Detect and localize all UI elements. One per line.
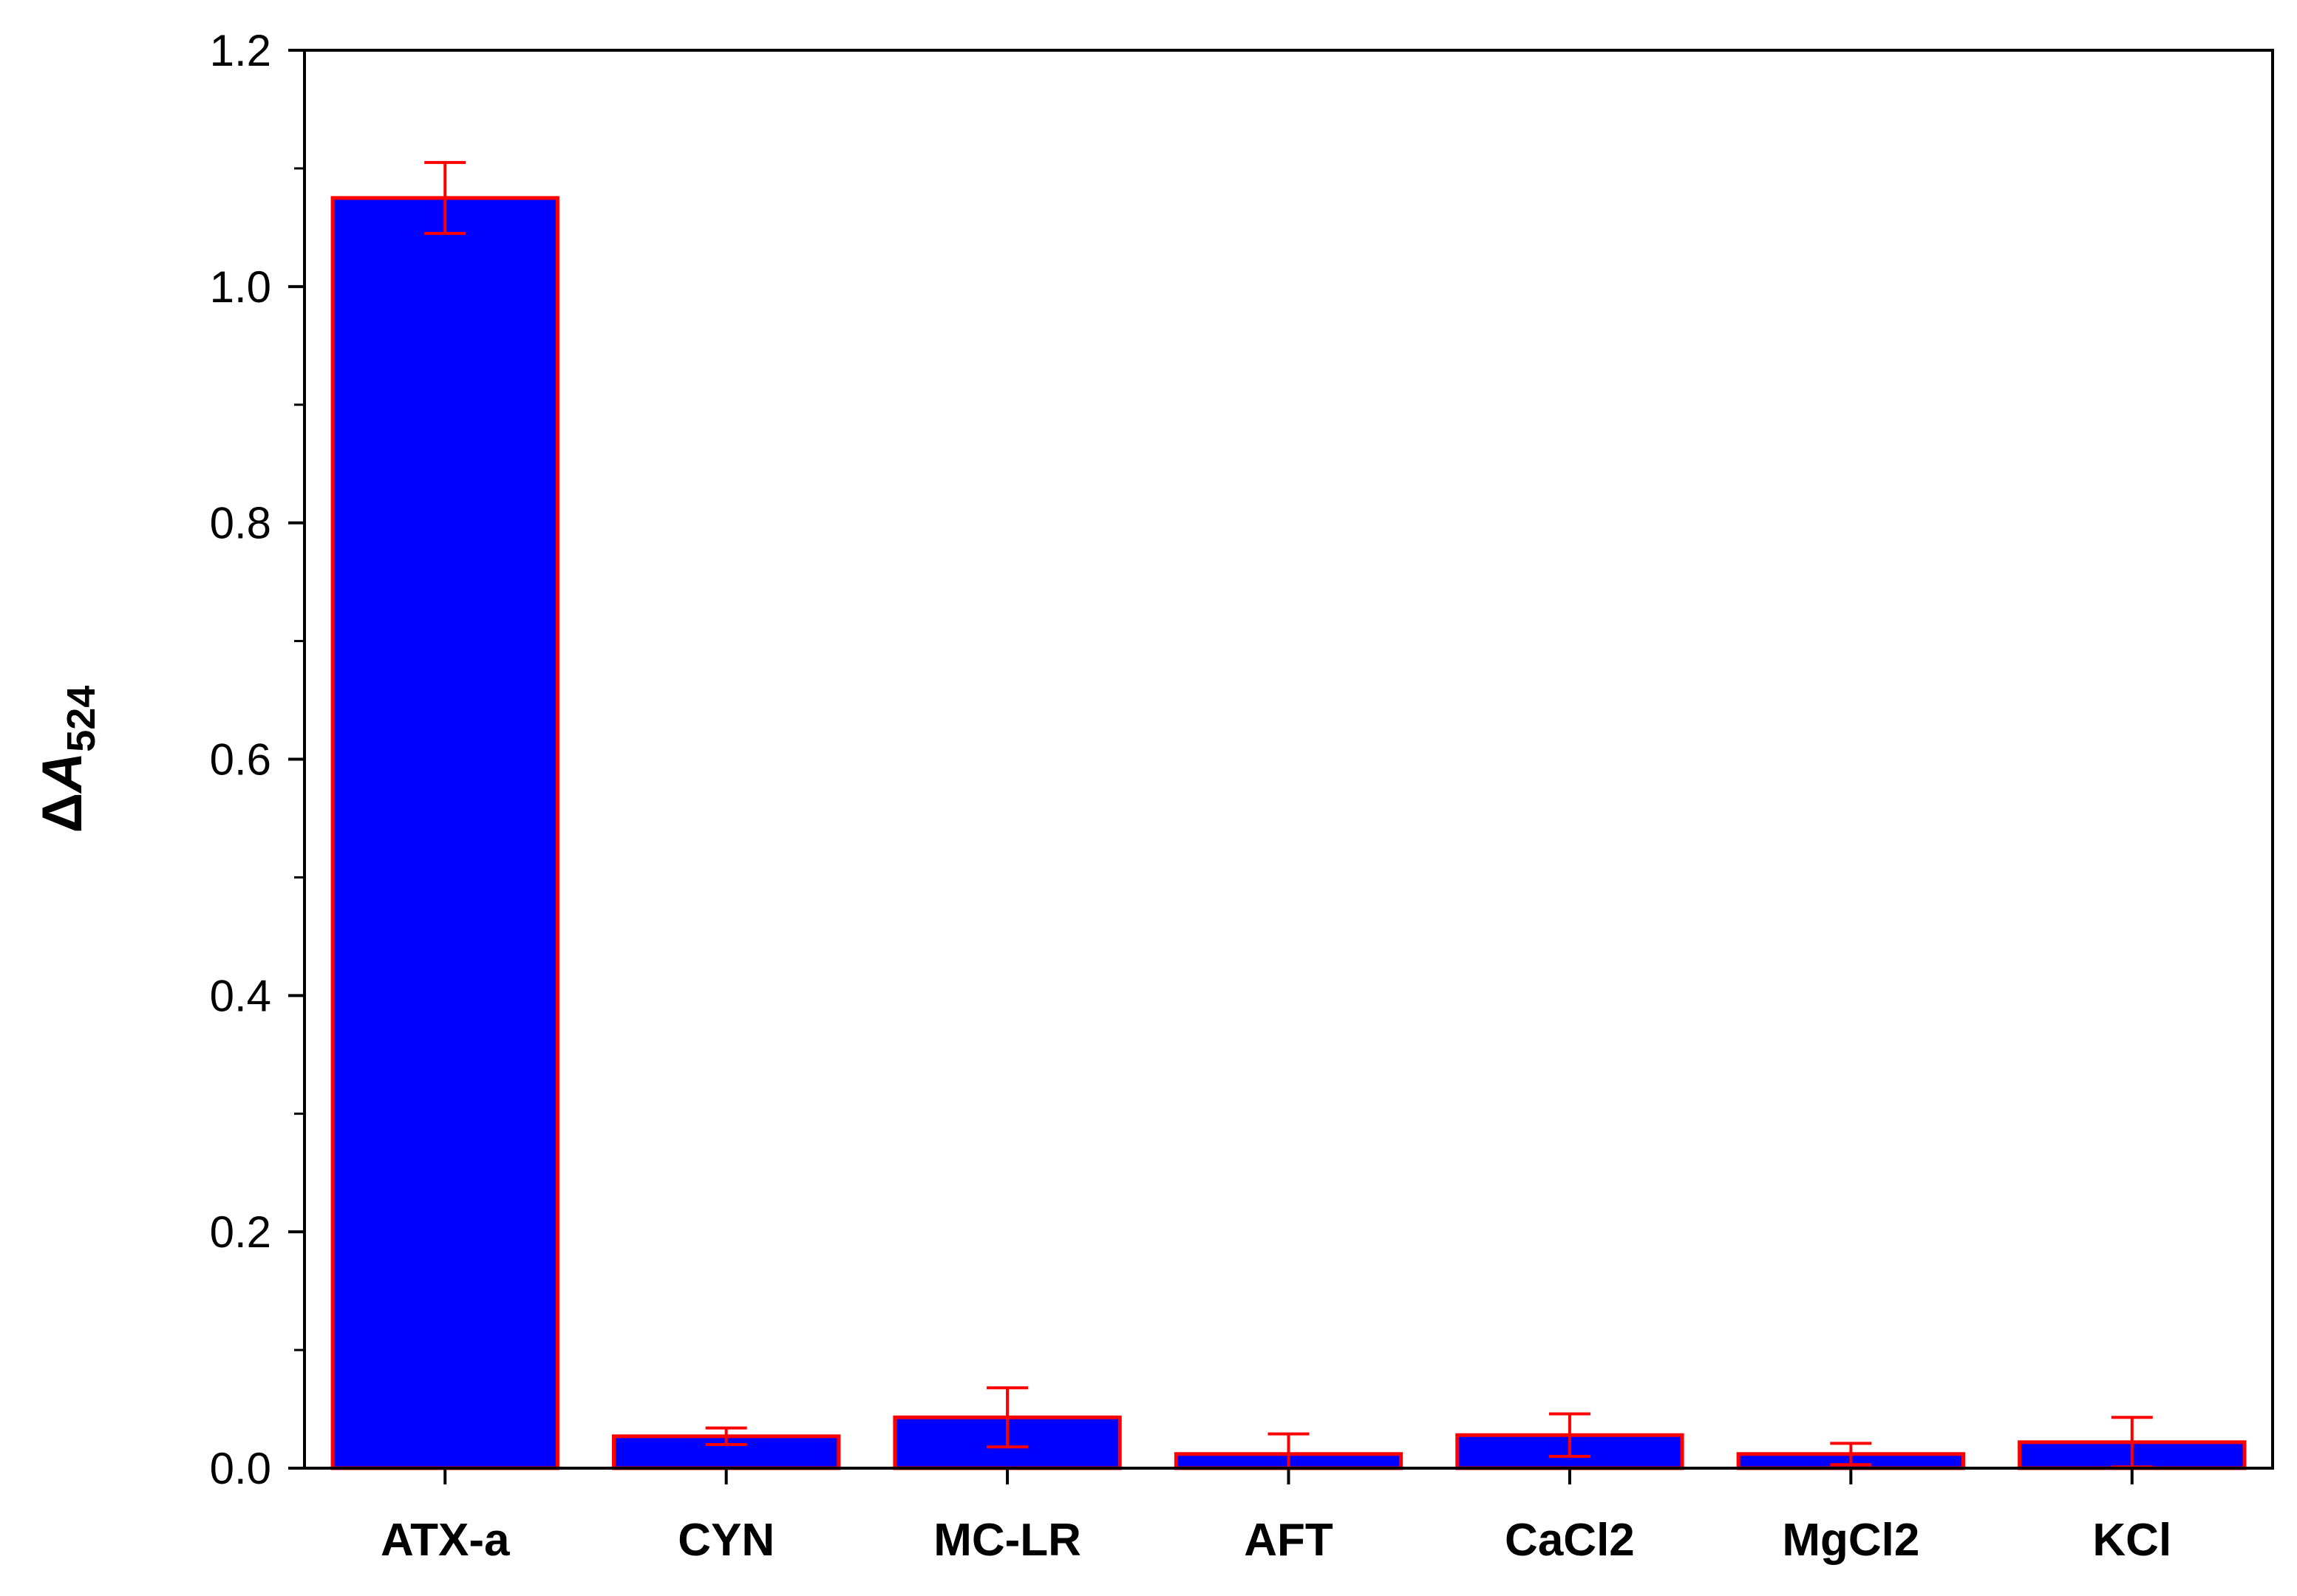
y-tick-label: 1.2 bbox=[210, 26, 271, 75]
error-bars-layer bbox=[424, 160, 2153, 1470]
error-bar-cyn bbox=[705, 1426, 747, 1447]
x-tick-label-aft: AFT bbox=[1244, 1515, 1333, 1566]
error-bar-cacl2 bbox=[1548, 1412, 1590, 1459]
x-tick-label-mgcl2: MgCl2 bbox=[1782, 1515, 1919, 1566]
y-tick-label: 0.4 bbox=[210, 971, 271, 1020]
plot-frame bbox=[303, 49, 2274, 1470]
x-tick-label-mc-lr: MC-LR bbox=[933, 1515, 1081, 1566]
error-bar-mc-lr bbox=[987, 1386, 1029, 1449]
y-axis-label-delta: Δ bbox=[31, 793, 94, 833]
x-tick-label-kcl: KCl bbox=[2092, 1515, 2171, 1566]
x-tick-label-cacl2: CaCl2 bbox=[1505, 1515, 1635, 1566]
y-axis-ticks: 0.0 0.2 0.4 0.6 0.8 1.0 1.2 bbox=[210, 26, 304, 1493]
y-tick-label: 0.8 bbox=[210, 499, 271, 548]
y-axis-label: ΔA524 bbox=[31, 686, 103, 833]
error-bar-mgcl2 bbox=[1830, 1442, 1872, 1467]
y-tick-label: 0.6 bbox=[210, 735, 271, 785]
y-axis-label-subscript: 524 bbox=[59, 686, 103, 752]
y-tick-label: 1.0 bbox=[210, 262, 271, 312]
y-axis-label-main: A bbox=[31, 752, 94, 794]
bar-atx-a bbox=[330, 196, 559, 1470]
error-bar-atx-a bbox=[424, 160, 466, 235]
bars-layer bbox=[330, 196, 2247, 1470]
x-tick-label-cyn: CYN bbox=[678, 1515, 775, 1566]
x-axis-ticks: ATX-a CYN MC-LR AFT CaCl2 MgCl2 KCl bbox=[381, 1468, 2171, 1566]
x-tick-label-atx-a: ATX-a bbox=[381, 1515, 510, 1566]
y-tick-label: 0.2 bbox=[210, 1207, 271, 1257]
y-tick-label: 0.0 bbox=[210, 1444, 271, 1493]
